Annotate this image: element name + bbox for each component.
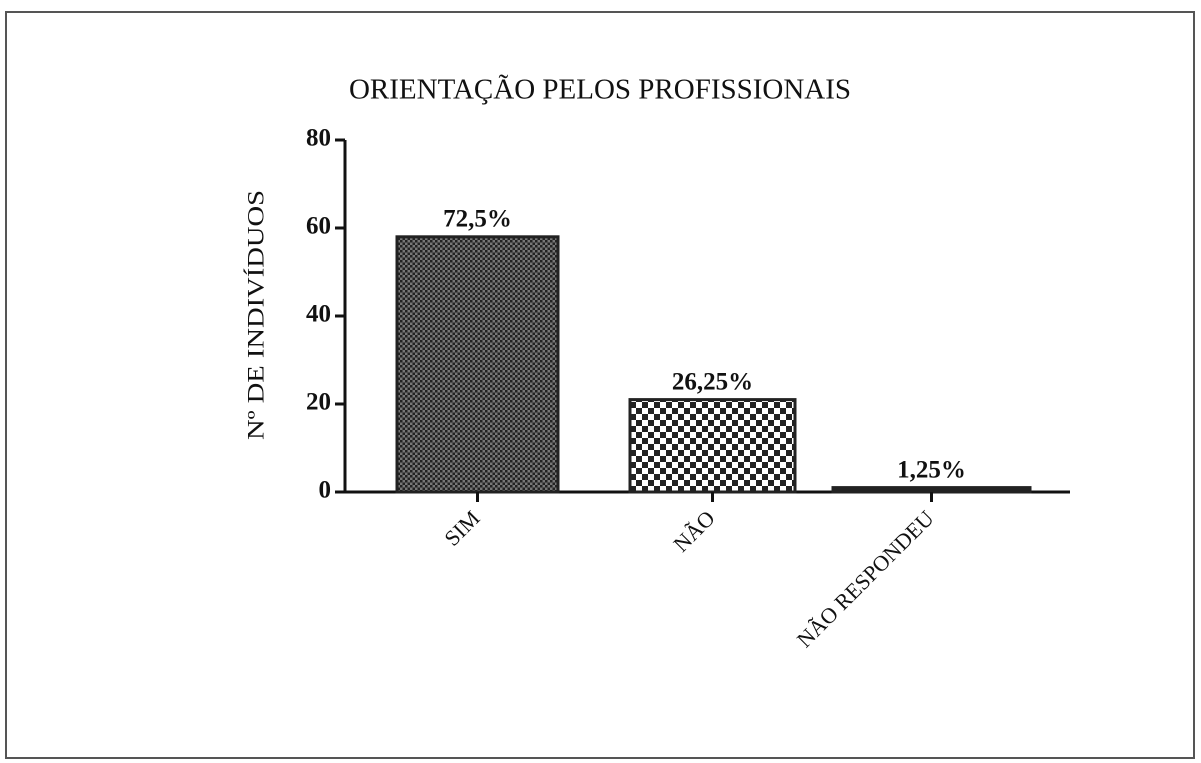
data-label: 1,25% [897,456,966,483]
y-tick-label: 60 [306,213,331,240]
y-tick-label: 80 [306,125,331,152]
data-label: 26,25% [672,368,753,395]
x-tick-label: SIM [439,505,484,550]
y-tick-label: 20 [306,389,331,416]
y-axis-label: Nº DE INDIVÍDUOS [243,190,268,440]
y-tick-label: 0 [319,477,332,504]
x-tick-label: NÃO RESPONDEU [792,505,939,652]
frame [5,11,1195,759]
bar [831,486,1032,494]
y-tick-label: 40 [306,301,331,328]
chart-title: ORIENTAÇÃO PELOS PROFISSIONAIS [349,74,851,106]
bar [628,398,797,494]
data-label: 72,5% [443,206,512,233]
x-tick-label: NÃO [668,505,719,556]
bar [395,235,560,494]
